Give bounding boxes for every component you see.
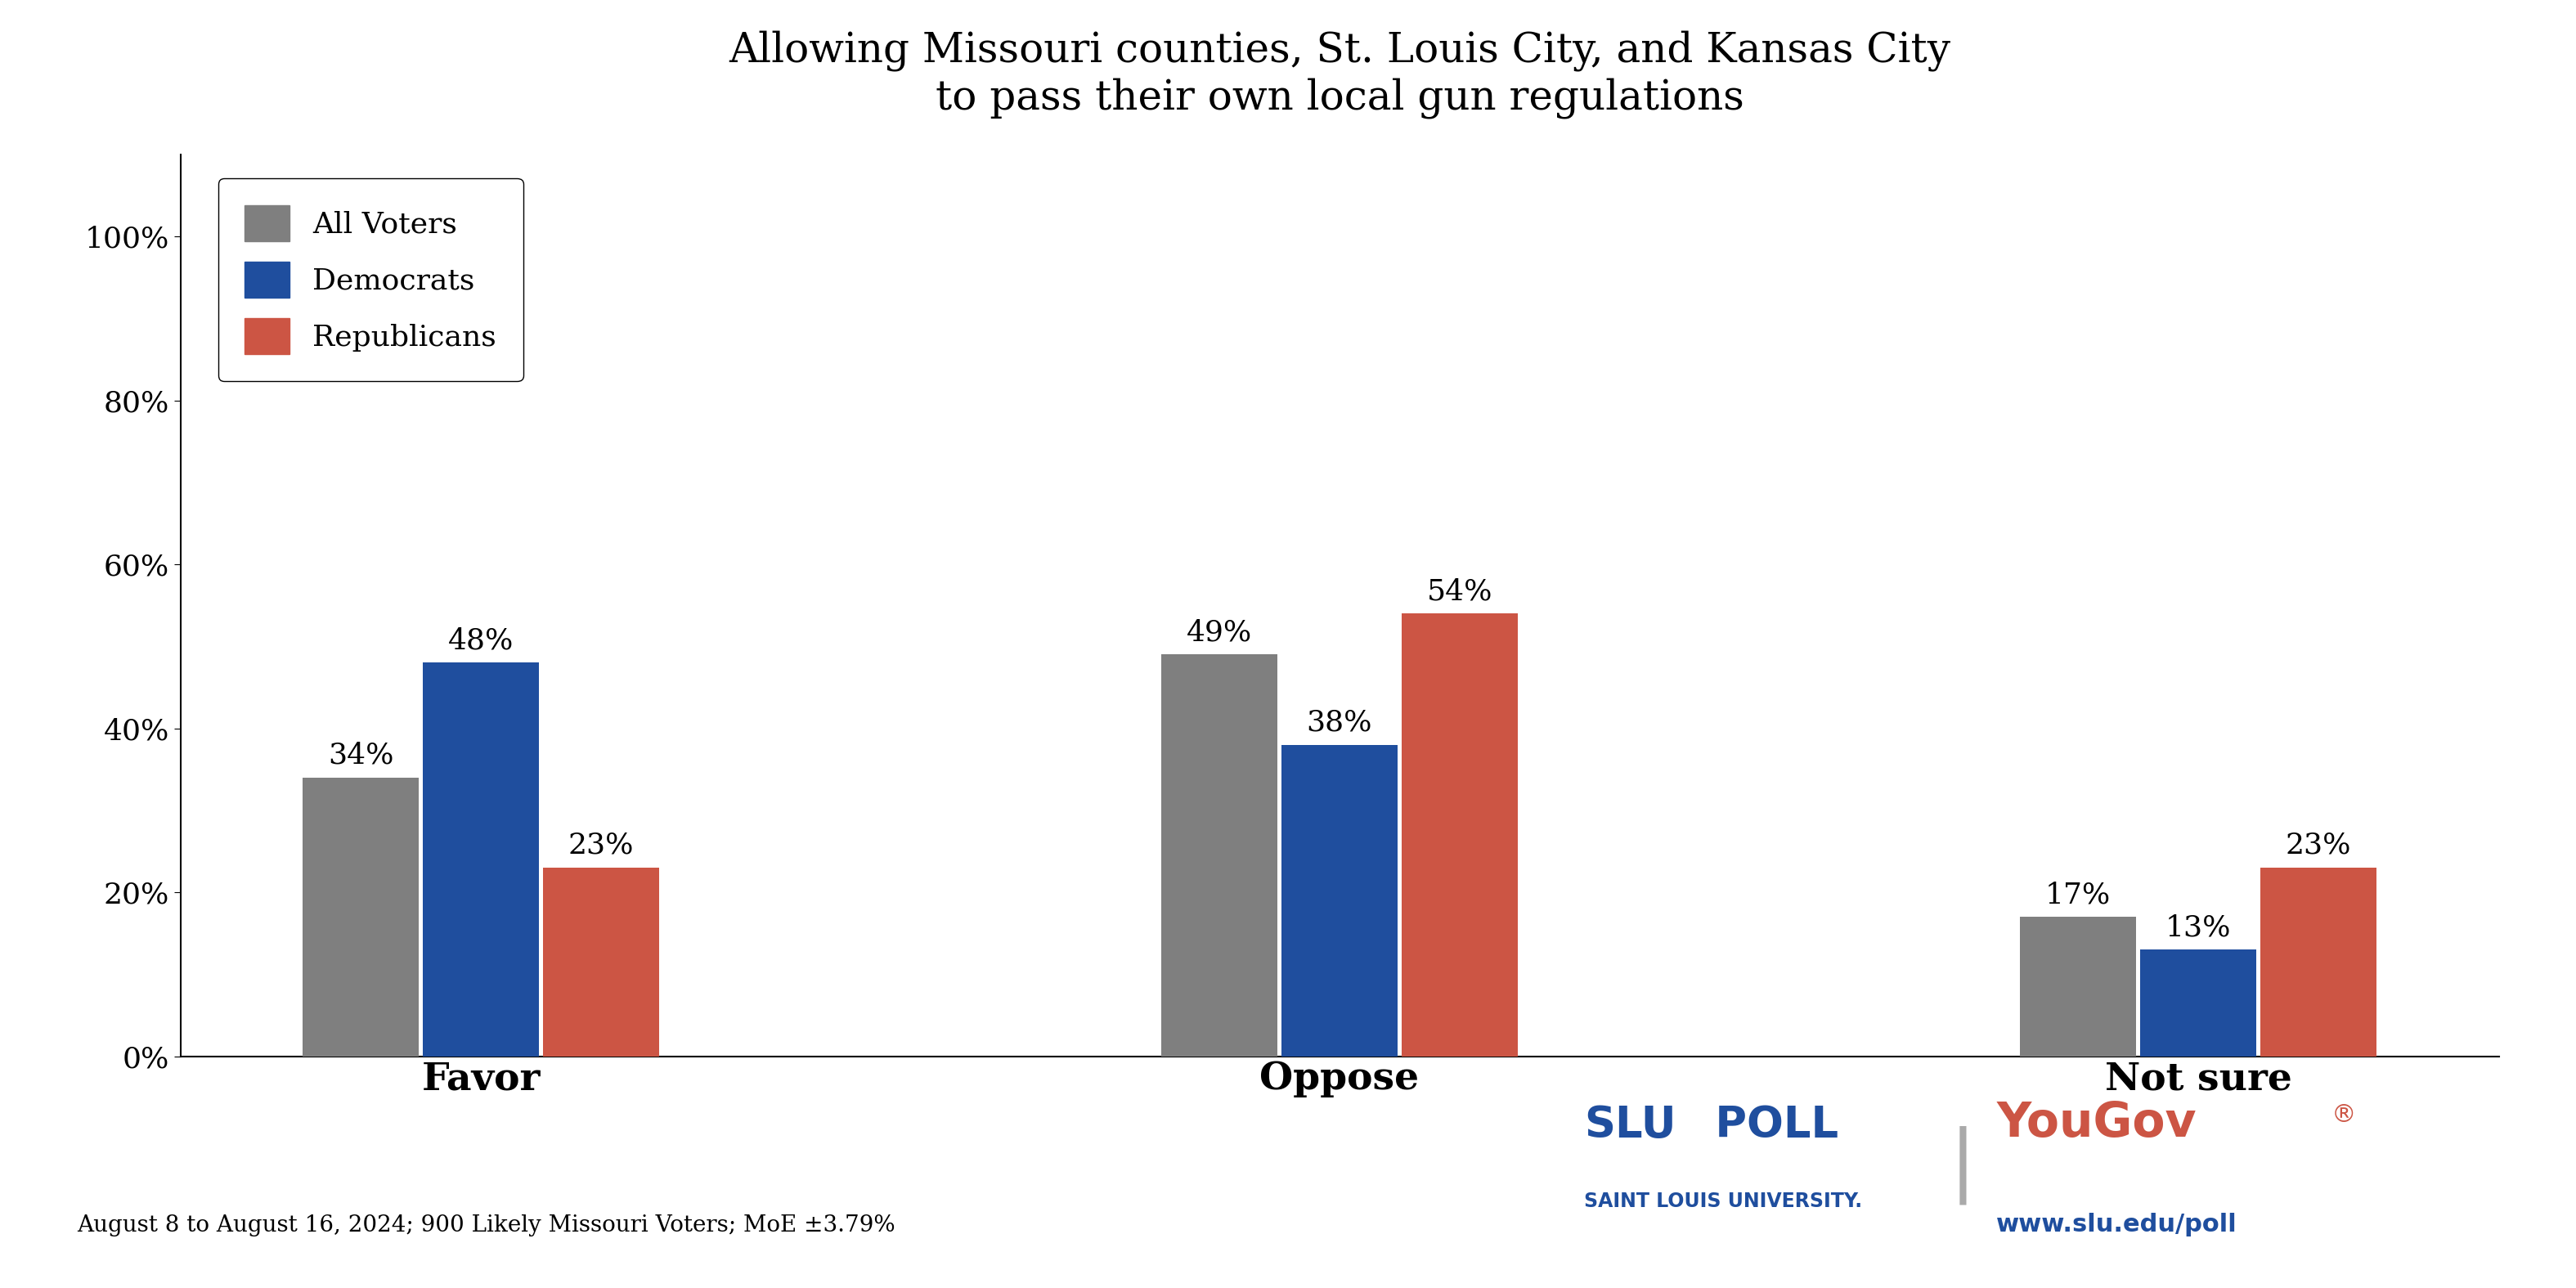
Text: 17%: 17%	[2045, 881, 2110, 908]
Bar	[2259, 868, 2378, 1056]
Text: 23%: 23%	[569, 832, 634, 859]
Bar	[2141, 949, 2257, 1056]
Text: 23%: 23%	[2285, 832, 2352, 859]
Bar	[2020, 917, 2136, 1056]
Text: www.slu.edu/poll: www.slu.edu/poll	[1996, 1213, 2239, 1236]
Text: ®: ®	[2331, 1104, 2357, 1127]
Text: 49%: 49%	[1188, 618, 1252, 647]
Text: 48%: 48%	[448, 627, 513, 654]
Text: SAINT LOUIS UNIVERSITY.: SAINT LOUIS UNIVERSITY.	[1584, 1191, 1862, 1211]
Bar	[1401, 613, 1517, 1056]
Text: 38%: 38%	[1306, 708, 1373, 737]
Bar	[544, 868, 659, 1056]
Text: 54%: 54%	[1427, 577, 1492, 605]
Text: 13%: 13%	[2166, 913, 2231, 942]
Text: YouGov: YouGov	[1996, 1100, 2197, 1146]
Text: 34%: 34%	[327, 742, 394, 769]
Text: August 8 to August 16, 2024; 900 Likely Missouri Voters; MoE ±3.79%: August 8 to August 16, 2024; 900 Likely …	[77, 1215, 896, 1236]
Text: SLU: SLU	[1584, 1104, 1677, 1146]
Text: POLL: POLL	[1700, 1104, 1839, 1146]
Bar	[1162, 654, 1278, 1056]
Bar	[301, 778, 420, 1056]
Text: |: |	[1950, 1126, 1976, 1204]
Title: Allowing Missouri counties, St. Louis City, and Kansas City
to pass their own lo: Allowing Missouri counties, St. Louis Ci…	[729, 31, 1950, 118]
Bar	[1280, 744, 1399, 1056]
Legend: All Voters, Democrats, Republicans: All Voters, Democrats, Republicans	[219, 178, 523, 381]
Bar	[422, 663, 538, 1056]
